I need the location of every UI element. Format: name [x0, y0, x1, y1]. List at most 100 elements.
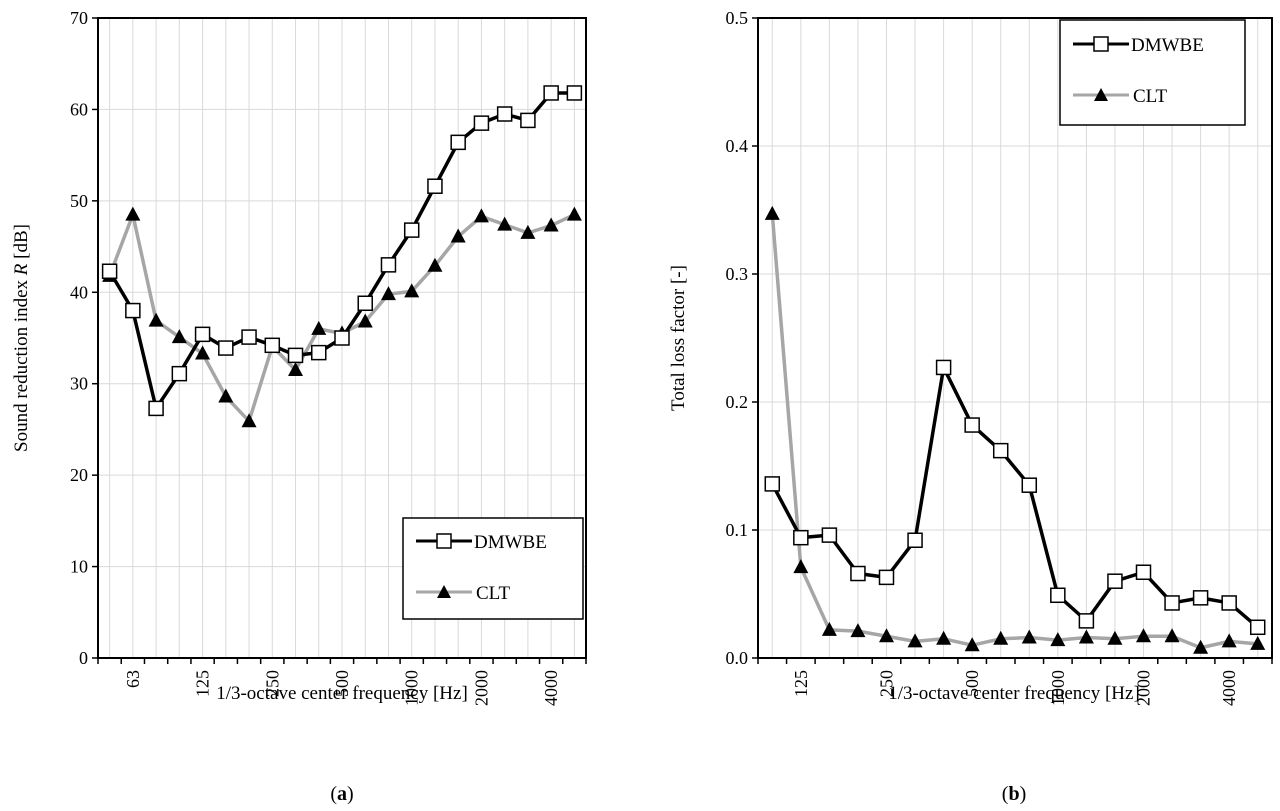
x-tick-label: 4000: [1219, 670, 1239, 706]
data-point-dmwbe: [450, 134, 466, 151]
panel-a-sound-reduction-chart: 0 10 20 30 40 50 60 70 63 125 250 500 1000 2000 4000 1…: [11, 8, 587, 805]
data-point-dmwbe: [935, 359, 952, 376]
panel-b-legend: DMWBE CLT: [1059, 19, 1246, 126]
panel-b-series-dmwbe: [764, 359, 1266, 636]
legend-dmwbe-marker: [436, 533, 452, 549]
data-point-dmwbe: [171, 365, 188, 382]
data-point-dmwbe: [543, 85, 559, 101]
data-point-dmwbe: [821, 527, 838, 543]
data-point-dmwbe: [1249, 619, 1266, 636]
data-point-dmwbe: [380, 257, 397, 273]
x-tick-label: 125: [193, 670, 213, 697]
panel-a-y-axis-title-symbol: R: [11, 263, 32, 276]
data-point-clt: [380, 286, 396, 301]
data-point-dmwbe: [793, 529, 809, 546]
data-point-clt: [850, 623, 866, 638]
data-point-clt: [1021, 629, 1037, 644]
panel-b-caption: (b): [1002, 783, 1026, 805]
panel-a-legend-label-clt: CLT: [476, 583, 511, 604]
data-point-clt: [821, 621, 837, 636]
y-tick-label: 50: [70, 191, 88, 211]
panel-a-legend-box: [402, 517, 584, 620]
y-tick-label: 70: [70, 8, 88, 28]
y-tick-label: 10: [70, 557, 88, 577]
data-point-dmwbe: [241, 329, 257, 345]
data-point-dmwbe: [1135, 564, 1152, 580]
panel-b-ticks: 0.0 0.1 0.2 0.3 0.4 0.5 125 250 500 1000 2000 4000: [726, 8, 1240, 706]
x-tick-label: 500: [962, 670, 982, 697]
data-point-clt: [311, 320, 327, 335]
y-tick-label: 0.4: [726, 136, 749, 156]
panel-b-caption-open-paren: (: [1002, 783, 1009, 805]
y-tick-label: 0.3: [726, 264, 749, 284]
data-point-clt: [764, 205, 780, 220]
panel-b-legend-label-clt: CLT: [1133, 86, 1168, 107]
panel-a-y-axis-title: Sound reduction index R [dB]: [11, 224, 32, 452]
legend-dmwbe-marker: [1093, 36, 1109, 52]
y-tick-label: 0.1: [726, 520, 749, 540]
data-point-dmwbe: [357, 295, 373, 312]
data-point-clt: [404, 283, 420, 298]
data-point-dmwbe: [194, 326, 211, 343]
panel-a-caption-close-paren: ): [347, 783, 354, 805]
data-point-clt: [288, 362, 304, 376]
data-point-clt: [473, 208, 489, 223]
x-tick-label: 2000: [1134, 670, 1154, 706]
data-point-clt: [793, 559, 809, 574]
panel-b-caption-close-paren: ): [1020, 783, 1027, 805]
panel-b-caption-letter: b: [1008, 783, 1019, 805]
data-point-clt: [1193, 639, 1209, 654]
panel-a-x-axis-title: 1/3-octave center frequency [Hz]: [216, 683, 468, 704]
data-point-dmwbe: [992, 442, 1009, 459]
panel-a-axes: [92, 17, 587, 664]
data-point-clt: [1250, 635, 1266, 650]
y-tick-label: 0.0: [726, 648, 749, 668]
panel-a-y-axis-title-text: Sound reduction index: [11, 275, 32, 452]
data-point-clt: [171, 329, 187, 344]
data-point-dmwbe: [1050, 587, 1066, 604]
x-tick-label: 63: [123, 670, 143, 688]
data-point-clt: [936, 630, 952, 645]
data-point-dmwbe: [496, 106, 513, 122]
data-point-dmwbe: [311, 344, 327, 361]
data-point-clt: [907, 633, 923, 648]
data-point-clt: [993, 630, 1009, 645]
panel-b-legend-box: [1059, 19, 1246, 126]
panel-a-legend: DMWBE CLT: [402, 517, 584, 620]
panel-a-caption: (a): [330, 783, 353, 805]
data-point-clt: [543, 217, 559, 232]
data-point-dmwbe: [1078, 613, 1095, 629]
data-point-dmwbe: [850, 565, 866, 582]
x-tick-label: 500: [332, 670, 352, 697]
data-point-dmwbe: [334, 330, 350, 346]
data-point-clt: [427, 257, 443, 272]
x-tick-label: 1000: [1048, 670, 1068, 706]
data-point-dmwbe: [148, 400, 164, 417]
x-tick-label: 125: [791, 670, 811, 697]
data-point-clt: [125, 206, 141, 221]
y-tick-label: 40: [70, 282, 88, 302]
plot-area-border: [97, 17, 587, 659]
data-point-clt: [1078, 629, 1094, 644]
data-point-dmwbe: [264, 337, 281, 354]
y-tick-label: 60: [70, 99, 88, 119]
data-point-clt: [218, 388, 234, 403]
data-point-clt: [520, 224, 536, 239]
y-tick-label: 0.5: [726, 8, 749, 28]
data-point-clt: [195, 345, 211, 360]
y-tick-label: 30: [70, 374, 88, 394]
panel-a-series-dmwbe: [101, 85, 583, 417]
panel-b-axes: [752, 17, 1273, 664]
legend-clt-marker: [437, 585, 451, 598]
data-point-clt: [148, 312, 164, 327]
data-point-dmwbe: [403, 222, 420, 238]
data-point-dmwbe: [1192, 590, 1209, 606]
data-point-clt: [566, 206, 582, 221]
y-tick-label: 0: [79, 648, 88, 668]
series-line-dmwbe: [770, 365, 1259, 629]
data-point-dmwbe: [1221, 595, 1237, 611]
data-point-clt: [964, 637, 980, 652]
panel-a-ticks: 0 10 20 30 40 50 60 70 63 125 250 500 1000 2000 4000: [70, 8, 561, 706]
panel-b-series-clt: [764, 205, 1266, 654]
